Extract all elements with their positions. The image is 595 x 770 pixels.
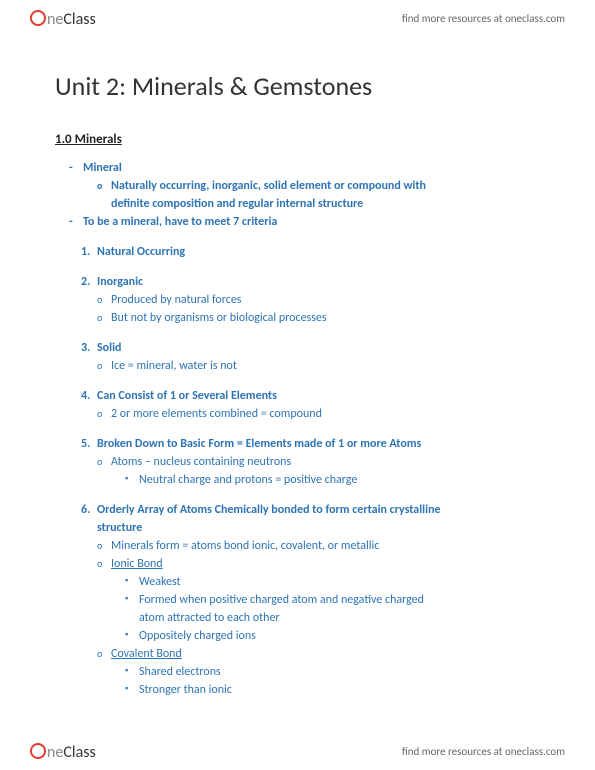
criteria-intro: To be a mineral, have to meet 7 criteria <box>55 213 555 231</box>
footer-brand-logo: neClass <box>30 741 96 762</box>
page-footer: neClass find more resources at oneclass.… <box>0 733 595 770</box>
brand-logo: neClass <box>30 8 96 29</box>
footer-logo-one: ne <box>47 743 63 762</box>
ionic-bond-2a: Formed when positive charged atom and ne… <box>55 591 555 609</box>
criterion-2: 2. Inorganic <box>55 273 555 291</box>
criterion-4: 4. Can Consist of 1 or Several Elements <box>55 387 555 405</box>
num-3: 3. <box>81 339 90 357</box>
criterion-6-label-a: Orderly Array of Atoms Chemically bonded… <box>97 503 441 517</box>
logo-circle-icon <box>30 10 46 26</box>
criterion-4-label: Can Consist of 1 or Several Elements <box>97 389 277 403</box>
criterion-2-label: Inorganic <box>97 275 143 289</box>
num-1: 1. <box>81 243 90 261</box>
mineral-def-line2-text: definite composition and regular interna… <box>111 197 363 211</box>
criterion-4-sub-a: 2 or more elements combined = compound <box>55 405 555 423</box>
term-mineral: Mineral <box>55 159 555 177</box>
ionic-bond-3: Oppositely charged ions <box>55 627 555 645</box>
criterion-3-sub-a: Ice = mineral, water is not <box>55 357 555 375</box>
ionic-bond-2b: ▪atom attracted to each other <box>55 609 555 627</box>
criterion-5-sub-a: Atoms – nucleus containing neutrons <box>55 453 555 471</box>
num-6: 6. <box>81 501 90 519</box>
criterion-2-sub-b: But not by organisms or biological proce… <box>55 309 555 327</box>
logo-text: neClass <box>47 10 96 29</box>
criterion-3-label: Solid <box>97 341 121 355</box>
num-2: 2. <box>81 273 90 291</box>
footer-logo-class: Class <box>63 743 95 762</box>
footer-logo-circle-icon <box>30 743 46 759</box>
mineral-def-line2: odefinite composition and regular intern… <box>55 195 555 213</box>
footer-logo-text: neClass <box>47 743 96 762</box>
criterion-3: 3. Solid <box>55 339 555 357</box>
ionic-bond-2b-text: atom attracted to each other <box>139 611 280 625</box>
logo-one: ne <box>47 10 63 29</box>
ionic-bond-heading: Ionic Bond <box>55 555 555 573</box>
criterion-6-label-b: structure <box>55 519 555 537</box>
covalent-bond-heading: Covalent Bond <box>55 645 555 663</box>
criterion-5: 5. Broken Down to Basic Form = Elements m… <box>55 435 555 453</box>
criterion-5-sub-a1: Neutral charge and protons = positive ch… <box>55 471 555 489</box>
logo-class: Class <box>63 10 95 29</box>
mineral-def-line1: Naturally occurring, inorganic, solid el… <box>55 177 555 195</box>
num-4: 4. <box>81 387 90 405</box>
criterion-5-label: Broken Down to Basic Form = Elements mad… <box>97 437 421 451</box>
footer-tagline: find more resources at oneclass.com <box>402 745 565 758</box>
document-content: Unit 2: Minerals & Gemstones 1.0 Mineral… <box>55 70 555 699</box>
criterion-1-label: Natural Occurring <box>97 245 185 259</box>
covalent-bond-1: Shared electrons <box>55 663 555 681</box>
covalent-bond-2: Stronger than ionic <box>55 681 555 699</box>
criterion-6-sub-1: Minerals form = atoms bond ionic, covale… <box>55 537 555 555</box>
num-5: 5. <box>81 435 90 453</box>
page-header: neClass find more resources at oneclass.… <box>0 0 595 37</box>
criterion-2-sub-a: Produced by natural forces <box>55 291 555 309</box>
ionic-bond-1: Weakest <box>55 573 555 591</box>
page-title: Unit 2: Minerals & Gemstones <box>55 70 555 102</box>
header-tagline: find more resources at oneclass.com <box>402 12 565 25</box>
criterion-1: 1. Natural Occurring <box>55 243 555 261</box>
section-heading: 1.0 Minerals <box>55 132 555 147</box>
criterion-6: 6. Orderly Array of Atoms Chemically bond… <box>55 501 555 519</box>
criterion-6-label-b-text: structure <box>97 521 142 535</box>
